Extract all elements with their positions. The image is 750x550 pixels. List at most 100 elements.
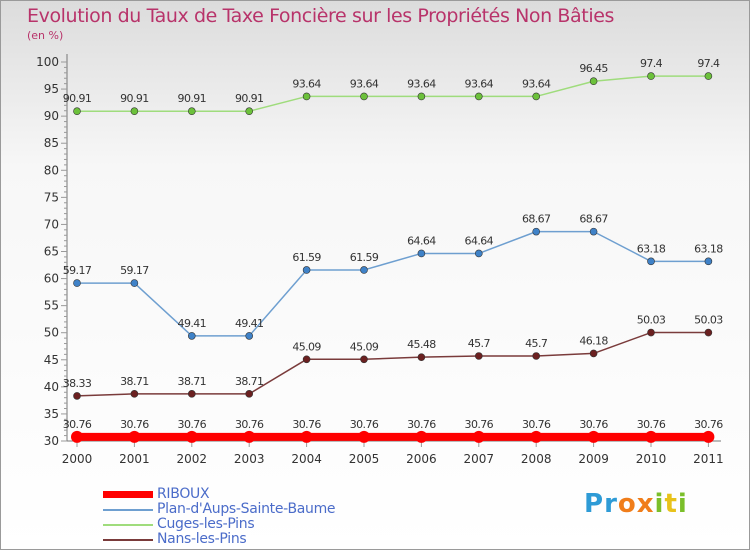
chart-legend: RIBOUX Plan-d'Aups-Sainte-Baume Cuges-les-… bbox=[103, 487, 336, 547]
data-point bbox=[245, 332, 253, 340]
data-point bbox=[532, 352, 541, 360]
data-point bbox=[188, 332, 196, 340]
logo-letter: t bbox=[664, 489, 678, 519]
data-point bbox=[532, 92, 541, 101]
data-label: 90.91 bbox=[235, 92, 264, 105]
data-point bbox=[360, 266, 368, 274]
data-label: 59.17 bbox=[120, 264, 149, 277]
data-point bbox=[245, 107, 253, 116]
data-point bbox=[130, 107, 139, 116]
data-point bbox=[71, 430, 83, 443]
data-point bbox=[589, 77, 598, 86]
data-point bbox=[128, 430, 141, 443]
data-label: 93.64 bbox=[407, 77, 436, 90]
data-label: 93.64 bbox=[350, 77, 379, 90]
legend-item: Plan-d'Aups-Sainte-Baume bbox=[103, 501, 336, 517]
data-point bbox=[302, 92, 311, 101]
data-label: 64.64 bbox=[407, 234, 436, 247]
x-tick-label: 2003 bbox=[234, 452, 265, 466]
data-label: 38.71 bbox=[178, 375, 207, 388]
data-label: 30.76 bbox=[63, 418, 92, 431]
series-line-2 bbox=[77, 75, 709, 112]
y-tick-label: 75 bbox=[44, 190, 59, 204]
data-point bbox=[360, 92, 368, 101]
x-tick-label: 2005 bbox=[349, 452, 380, 466]
y-tick-label: 100 bbox=[36, 55, 59, 69]
legend-swatch bbox=[103, 538, 153, 541]
data-label: 49.41 bbox=[235, 317, 264, 330]
data-label: 97.4 bbox=[697, 57, 720, 70]
data-label: 45.7 bbox=[525, 337, 548, 350]
y-tick-label: 40 bbox=[44, 380, 59, 394]
x-tick-label: 2008 bbox=[521, 452, 552, 466]
legend-item: RIBOUX bbox=[103, 487, 335, 502]
legend-item: Cuges-les-Pins bbox=[103, 517, 335, 532]
data-point bbox=[589, 227, 598, 236]
data-point bbox=[702, 430, 715, 443]
data-label: 49.41 bbox=[178, 317, 207, 330]
data-point bbox=[130, 390, 139, 398]
data-label: 90.91 bbox=[178, 92, 207, 105]
y-tick-label: 70 bbox=[44, 217, 59, 231]
data-label: 30.76 bbox=[465, 418, 494, 431]
data-label: 30.76 bbox=[350, 418, 379, 431]
data-point bbox=[474, 249, 483, 258]
data-label: 96.45 bbox=[579, 62, 608, 75]
data-point bbox=[245, 390, 253, 398]
data-point bbox=[474, 352, 483, 360]
data-point bbox=[188, 390, 196, 398]
data-label: 59.17 bbox=[63, 264, 92, 277]
y-tick-label: 95 bbox=[44, 82, 59, 96]
data-point bbox=[360, 355, 368, 364]
data-point bbox=[647, 72, 655, 80]
legend-label: RIBOUX bbox=[157, 486, 210, 502]
data-point bbox=[530, 430, 543, 443]
data-label: 38.71 bbox=[120, 375, 149, 388]
data-point bbox=[532, 227, 541, 236]
data-point bbox=[417, 353, 426, 361]
y-tick-label: 50 bbox=[44, 326, 59, 340]
data-label: 93.64 bbox=[292, 77, 321, 90]
data-label: 38.33 bbox=[63, 377, 92, 390]
data-label: 38.71 bbox=[235, 375, 264, 388]
data-label: 64.64 bbox=[465, 234, 494, 247]
logo-letter: i bbox=[677, 489, 688, 519]
data-label: 45.7 bbox=[468, 337, 491, 350]
data-point bbox=[647, 257, 655, 266]
x-tick-label: 2007 bbox=[464, 452, 495, 466]
data-label: 68.67 bbox=[579, 213, 608, 226]
data-label: 46.18 bbox=[579, 334, 608, 347]
data-label: 30.76 bbox=[407, 418, 436, 431]
y-tick-label: 35 bbox=[44, 407, 59, 421]
data-label: 97.4 bbox=[640, 57, 663, 70]
data-point bbox=[589, 349, 598, 358]
data-label: 45.48 bbox=[407, 338, 436, 351]
legend-label: Plan-d'Aups-Sainte-Baume bbox=[157, 501, 336, 517]
data-point bbox=[302, 355, 311, 364]
data-point bbox=[472, 430, 485, 443]
x-tick-label: 2011 bbox=[693, 452, 724, 466]
data-point bbox=[704, 72, 713, 80]
data-point bbox=[243, 430, 256, 443]
x-tick-label: 2001 bbox=[119, 452, 150, 466]
data-point bbox=[587, 430, 600, 443]
series-line-3 bbox=[76, 331, 709, 397]
x-tick-label: 2006 bbox=[406, 452, 437, 466]
data-point bbox=[130, 279, 139, 287]
data-label: 30.76 bbox=[522, 418, 551, 431]
data-point bbox=[73, 392, 81, 400]
data-label: 30.76 bbox=[120, 418, 149, 431]
logo-letter: r bbox=[604, 489, 618, 519]
data-point bbox=[73, 107, 81, 116]
data-point bbox=[185, 430, 198, 443]
data-label: 30.76 bbox=[235, 418, 264, 431]
data-point bbox=[474, 92, 483, 101]
data-point bbox=[358, 430, 370, 443]
data-label: 90.91 bbox=[120, 92, 149, 105]
data-label: 30.76 bbox=[178, 418, 207, 431]
logo-letter: x bbox=[636, 489, 655, 519]
data-point bbox=[300, 430, 313, 443]
y-tick-label: 55 bbox=[44, 299, 59, 313]
data-label: 50.03 bbox=[694, 314, 723, 327]
